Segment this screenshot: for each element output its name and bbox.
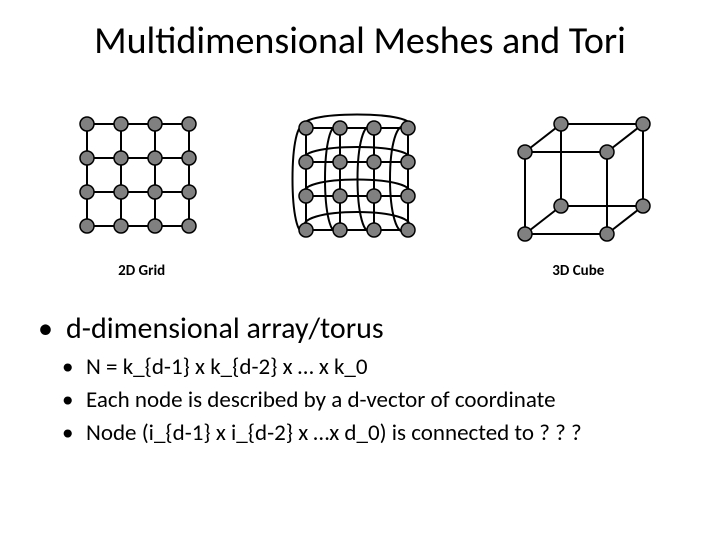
slide-title: Multidimensional Meshes and Tori [30,18,690,64]
bullet-level2-1: • Each node is described by a d-vector o… [62,386,690,415]
cube-label: 3D Cube [552,262,604,280]
bullet-dot: • [62,386,86,415]
figure-3d-cube: 3D Cube [503,104,653,280]
grid-label: 2D Grid [118,262,165,280]
bullet-level1: • d-dimensional array/torus [38,310,690,347]
figure-torus [270,92,450,280]
figure-2d-grid: 2D Grid [67,104,217,280]
bullet-level2-2: • Node (i_{d-1} x i_{d-2} x …x d_0) is c… [62,419,690,448]
bullet-level2-0-text: N = k_{d-1} x k_{d-2} x … x k_0 [86,353,368,382]
bullet-level2-0: • N = k_{d-1} x k_{d-2} x … x k_0 [62,353,690,382]
bullet-level1-text: d-dimensional array/torus [66,310,384,347]
figure-row: 2D Grid 3D Cube [40,92,680,280]
grid-svg [67,104,217,254]
bullet-dot: • [62,353,86,382]
bullet-level2-2-text: Node (i_{d-1} x i_{d-2} x …x d_0) is con… [86,419,582,448]
bullet-dot: • [38,310,66,347]
cube-svg [503,104,653,254]
torus-svg [270,92,450,272]
bullet-dot: • [62,419,86,448]
bullet-list: • d-dimensional array/torus • N = k_{d-1… [38,310,690,447]
bullet-level2-1-text: Each node is described by a d-vector of … [86,386,556,415]
